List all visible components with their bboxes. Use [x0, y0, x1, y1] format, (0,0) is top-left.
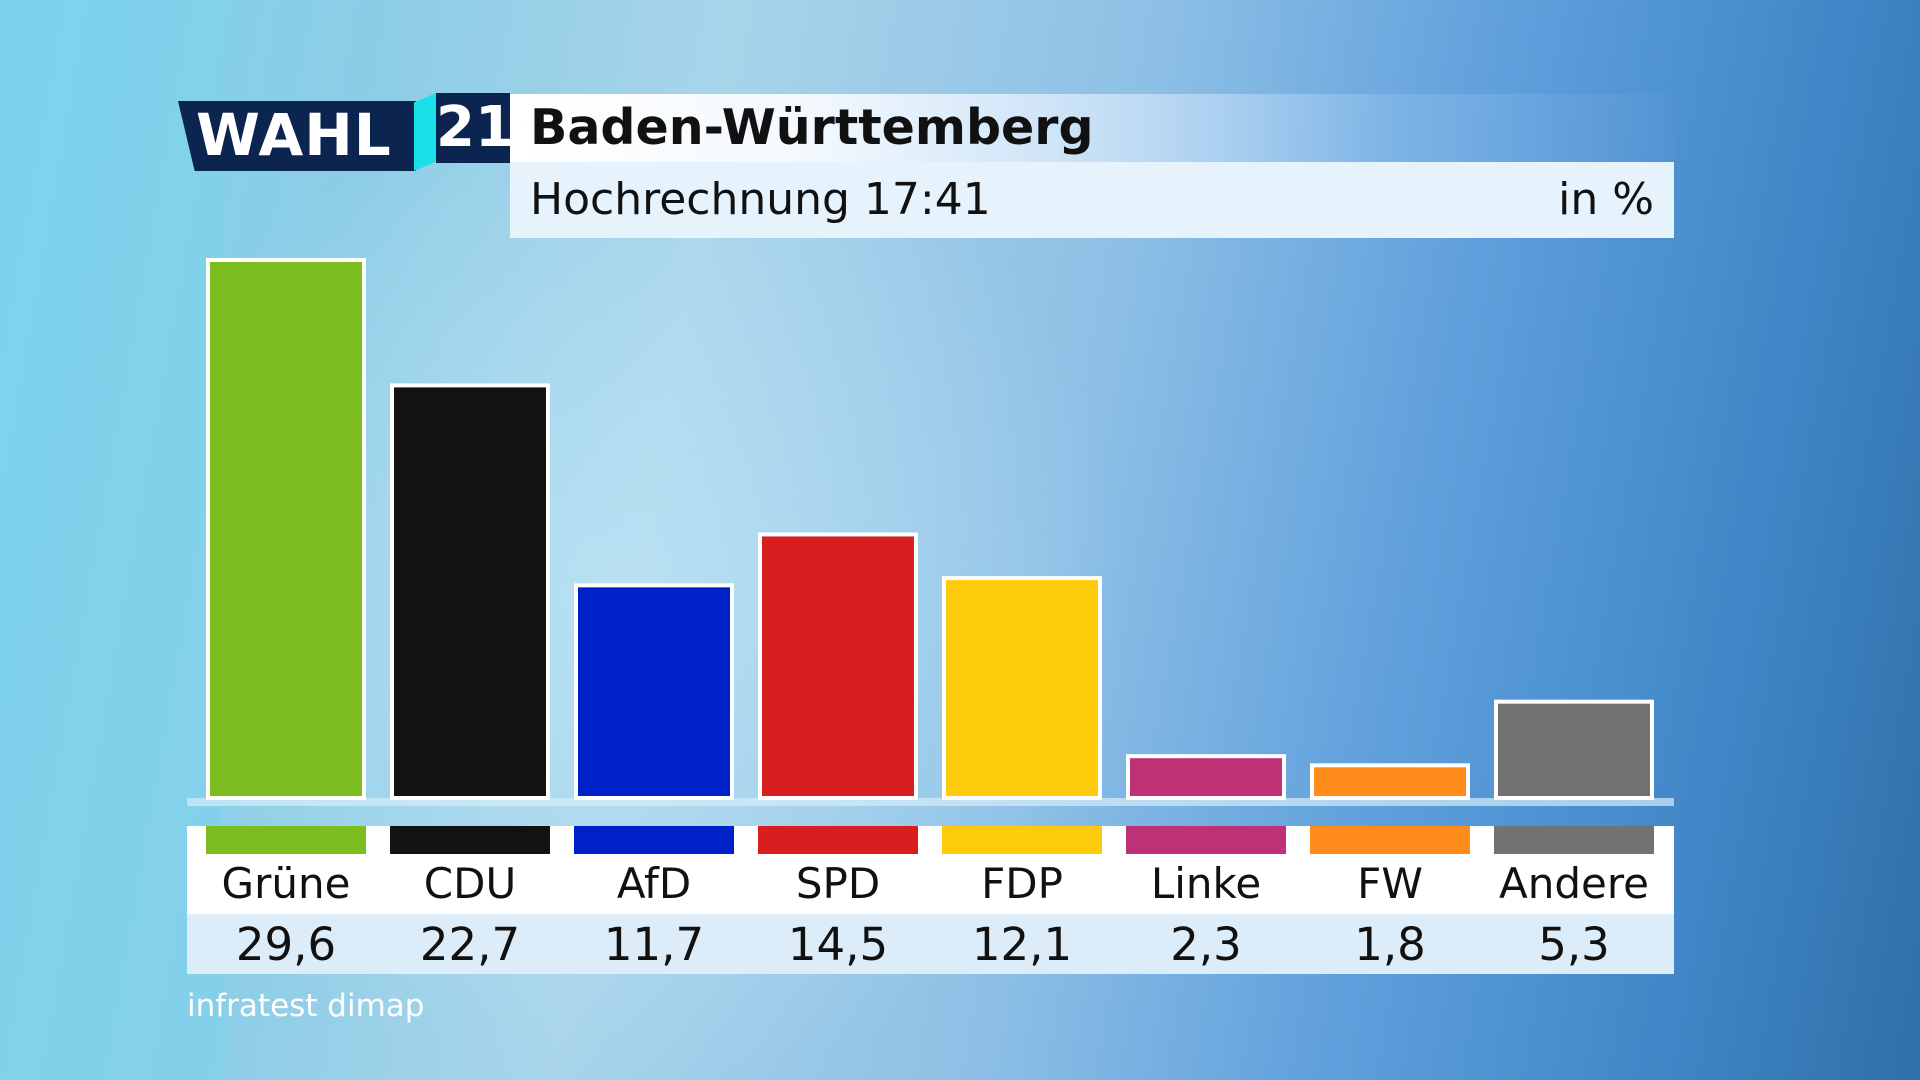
bar-linke: [1126, 754, 1286, 800]
swatch-spd: [758, 826, 918, 854]
bar-andere: [1494, 699, 1654, 801]
category-label: Andere: [1499, 859, 1649, 908]
label-layer: Grüne CDU AfD SPD FDP Linke FW Andere: [222, 859, 1649, 908]
value-label: 1,8: [1354, 918, 1426, 971]
chart-title: Baden-Württemberg: [530, 99, 1094, 156]
swatch-andere: [1494, 826, 1654, 854]
category-label: Grüne: [222, 859, 351, 908]
chart-baseline-strip: [187, 798, 1674, 806]
value-layer: 29,6 22,7 11,7 14,5 12,1 2,3 1,8 5,3: [236, 918, 1610, 971]
value-label: 12,1: [972, 918, 1072, 971]
category-label: SPD: [796, 859, 880, 908]
value-label: 29,6: [236, 918, 336, 971]
swatch-afd: [574, 826, 734, 854]
bar-afd: [574, 583, 734, 801]
unit-label: in %: [1558, 174, 1654, 225]
bar-fw: [1310, 763, 1470, 801]
category-label: Linke: [1151, 859, 1261, 908]
swatch-linke: [1126, 826, 1286, 854]
source-credit: infratest dimap: [187, 988, 425, 1024]
swatch-cdu: [390, 826, 550, 854]
bar-gr-ne: [206, 258, 366, 800]
bar-fdp: [942, 576, 1102, 801]
bar-cdu: [390, 383, 550, 800]
value-label: 5,3: [1538, 918, 1610, 971]
category-label: AfD: [617, 859, 691, 908]
value-label: 2,3: [1170, 918, 1242, 971]
category-label: FDP: [981, 859, 1063, 908]
chart-subtitle: Hochrechnung 17:41: [530, 174, 991, 225]
swatch-gr-ne: [206, 826, 366, 854]
swatch-fw: [1310, 826, 1470, 854]
wahl-logo-year: 21: [436, 93, 514, 163]
category-label: CDU: [424, 859, 516, 908]
value-label: 11,7: [604, 918, 704, 971]
wahl-logo: [178, 101, 416, 171]
swatch-layer: [206, 826, 1654, 854]
value-label: 14,5: [788, 918, 888, 971]
bar-spd: [758, 532, 918, 800]
wahl-logo-text: WAHL: [196, 101, 392, 169]
title-bar: [510, 94, 1674, 162]
subtitle-bar: [510, 162, 1674, 238]
bars-layer: [206, 258, 1654, 801]
value-panel: [187, 914, 1674, 974]
category-label: FW: [1357, 859, 1423, 908]
value-label: 22,7: [420, 918, 520, 971]
wahl-logo-accent: [414, 93, 436, 171]
swatch-fdp: [942, 826, 1102, 854]
